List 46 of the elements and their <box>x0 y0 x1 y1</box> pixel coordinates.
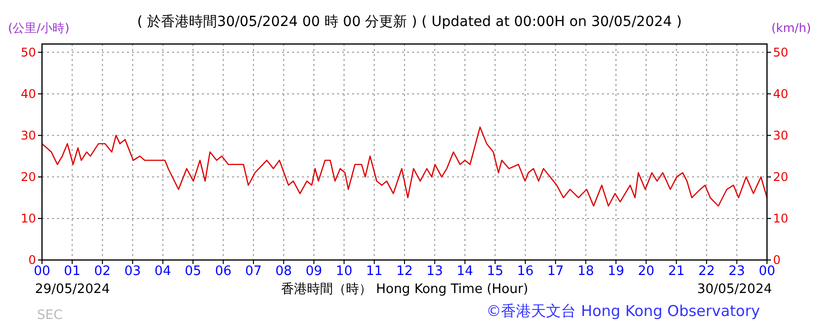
x-tick-label: 01 <box>64 264 80 279</box>
x-tick-label: 08 <box>275 264 292 279</box>
y-tick-label: 0 <box>28 253 36 267</box>
text: 29/05/2024 <box>35 282 110 297</box>
text: 30/05/2024 <box>697 282 772 297</box>
x-tick-label: 12 <box>396 264 413 279</box>
y2-axis-title: (km/h) <box>771 21 811 35</box>
y-axis-title: (公里/小時) <box>8 21 70 35</box>
x-tick-label: 16 <box>517 264 534 279</box>
x-tick-label: 07 <box>245 264 262 279</box>
x-axis-title: 香港時間（時） Hong Kong Time (Hour) <box>280 282 528 297</box>
x-tick-label: 19 <box>608 264 624 279</box>
x-tick-label: 21 <box>668 264 685 279</box>
y2-tick-label: 30 <box>773 128 788 142</box>
x-tick-label: 18 <box>577 264 594 279</box>
x-tick-label: 04 <box>154 264 172 279</box>
y-tick-label: 40 <box>20 86 36 101</box>
x-tick-label: 15 <box>486 264 504 279</box>
text: ©香港天文台 Hong Kong Observatory <box>486 302 760 320</box>
y2-tick-label: 50 <box>773 45 788 60</box>
y2-tick-label: 20 <box>773 170 788 184</box>
x-tick-label: 00 <box>758 264 776 279</box>
x-tick-label: 10 <box>336 264 352 279</box>
x-tick-label: 02 <box>94 264 111 279</box>
x-tick-label: 23 <box>728 264 746 279</box>
x-tick-label: 20 <box>638 264 654 279</box>
chart-title: ( 於香港時間30/05/2024 00 時 00 分更新 ) ( Updated at 00:00H on 30/05/2024 ) <box>137 14 682 30</box>
x-tick-label: 09 <box>306 264 322 279</box>
x-tick-label: 00 <box>34 264 50 279</box>
x-tick-label: 03 <box>124 264 141 279</box>
x-tick-label: 06 <box>214 264 232 279</box>
y-tick-label: 30 <box>20 128 36 142</box>
y-tick-label: 10 <box>20 211 36 226</box>
x-tick-label: 17 <box>547 264 564 279</box>
x-tick-label: 13 <box>426 264 443 279</box>
x-tick-label: 22 <box>698 264 715 279</box>
x-tick-label: 05 <box>184 264 202 279</box>
y2-tick-label: 0 <box>773 253 781 267</box>
x-tick-label: 11 <box>366 264 383 279</box>
y-tick-label: 20 <box>20 170 36 184</box>
y-tick-label: 50 <box>20 45 36 60</box>
line-series <box>41 126 768 207</box>
x-tick-label: 14 <box>456 264 474 279</box>
text: SEC <box>37 308 63 323</box>
y2-tick-label: 40 <box>773 86 788 101</box>
y2-tick-label: 10 <box>773 211 788 226</box>
